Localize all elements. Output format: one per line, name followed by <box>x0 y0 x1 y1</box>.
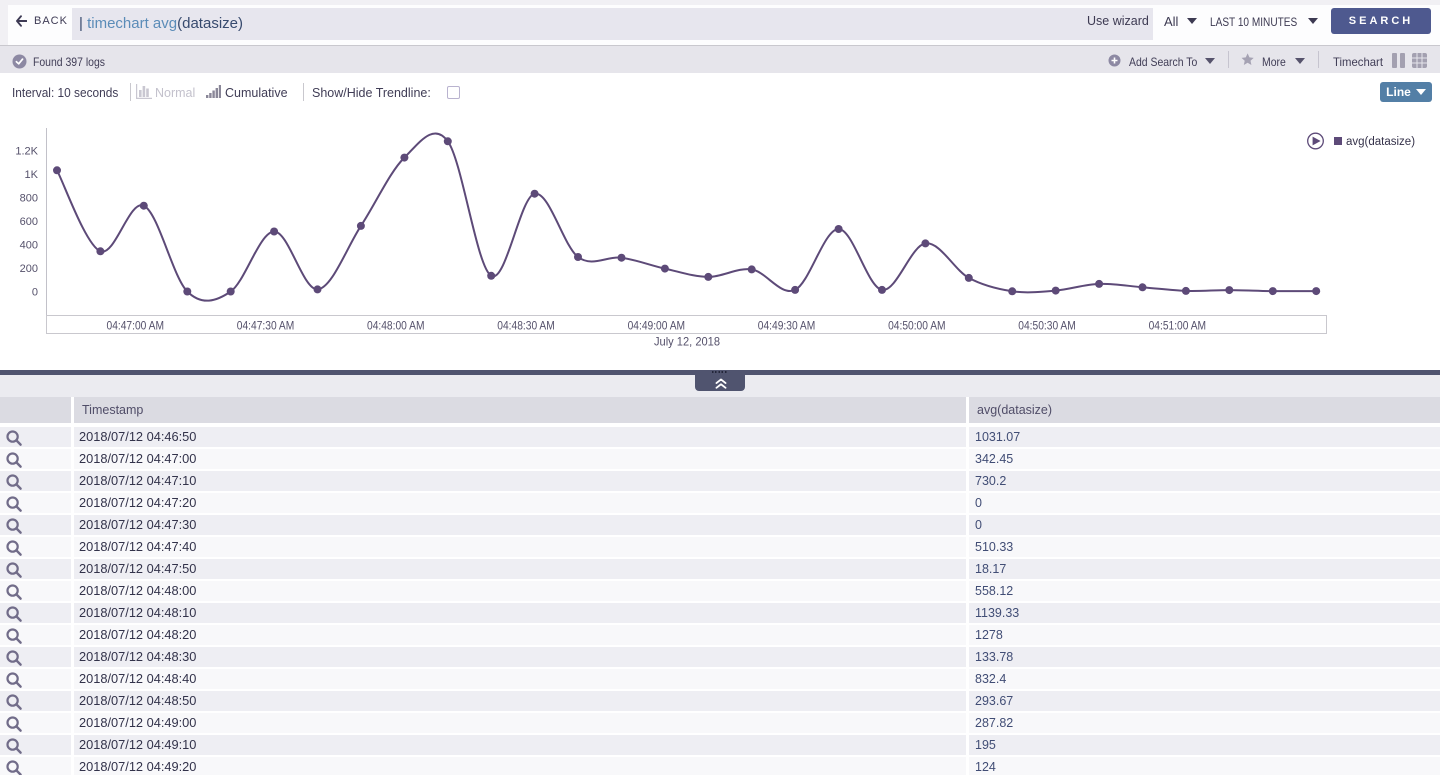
svg-text:04:48:30 AM: 04:48:30 AM <box>497 319 555 333</box>
svg-text:04:49:30 AM: 04:49:30 AM <box>758 319 816 333</box>
svg-text:400: 400 <box>20 240 38 252</box>
svg-text:04:50:00 AM: 04:50:00 AM <box>888 319 946 333</box>
svg-text:600: 600 <box>20 216 38 228</box>
svg-text:800: 800 <box>20 193 38 205</box>
svg-text:0: 0 <box>32 287 38 299</box>
svg-text:200: 200 <box>20 263 38 275</box>
svg-text:04:48:00 AM: 04:48:00 AM <box>367 319 425 333</box>
svg-text:1K: 1K <box>25 169 39 181</box>
svg-text:04:50:30 AM: 04:50:30 AM <box>1018 319 1076 333</box>
svg-text:04:47:00 AM: 04:47:00 AM <box>107 319 165 333</box>
svg-text:04:47:30 AM: 04:47:30 AM <box>237 319 294 333</box>
svg-text:04:49:00 AM: 04:49:00 AM <box>628 319 686 333</box>
svg-text:1.2K: 1.2K <box>15 146 38 158</box>
svg-text:04:51:00 AM: 04:51:00 AM <box>1149 319 1207 333</box>
svg-text:avg(datasize): avg(datasize) <box>1346 136 1415 148</box>
svg-text:July 12, 2018: July 12, 2018 <box>654 335 720 349</box>
